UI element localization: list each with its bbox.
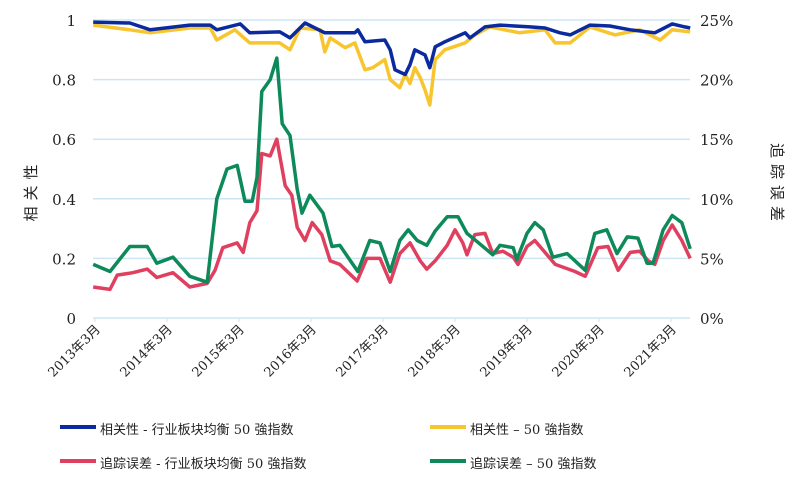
series-line-1 (93, 20, 691, 77)
left-tick-label: 1 (66, 12, 76, 30)
left-tick-label: 0 (66, 310, 76, 328)
right-tick-label: 20% (700, 72, 733, 90)
series-line-2 (92, 23, 691, 107)
right-tick-label: 0% (700, 310, 724, 328)
series-line-3 (92, 137, 692, 292)
right-tick-label: 25% (700, 12, 733, 30)
x-tick-label: 2015年3月 (190, 322, 248, 380)
left-y-axis: 0 0.2 0.4 0.6 0.8 1 (52, 12, 76, 328)
left-tick-label: 0.2 (52, 250, 76, 268)
left-tick-label: 0.8 (52, 72, 76, 90)
right-tick-label: 10% (700, 191, 733, 209)
left-tick-label: 0.4 (52, 191, 76, 209)
x-tick-label: 2017年3月 (334, 322, 392, 380)
x-tick-label: 2021年3月 (622, 322, 680, 380)
x-tick-label: 2013年3月 (46, 322, 104, 380)
x-tick-label: 2019年3月 (478, 322, 536, 380)
x-axis: 2013年3月 2014年3月 2015年3月 2016年3月 2017年3月 2018年… (46, 318, 680, 380)
x-tick-label: 2016年3月 (262, 322, 320, 380)
left-axis-label: 相关性 (22, 158, 40, 221)
x-tick-label: 2018年3月 (406, 322, 464, 380)
x-tick-label: 2014年3月 (118, 322, 176, 380)
x-tick-label: 2020年3月 (550, 322, 608, 380)
left-tick-label: 0.6 (52, 131, 76, 149)
legend-label: 相关性 – 50 強指数 (470, 423, 583, 438)
legend-label: 追踪误差 - 行业板块均衡 50 強指数 (100, 456, 306, 472)
right-axis-label: 追踪误差 (768, 143, 786, 227)
right-tick-label: 15% (700, 131, 733, 149)
right-tick-label: 5% (700, 250, 724, 268)
legend-label: 相关性 - 行业板块均衡 50 強指数 (100, 423, 293, 438)
right-y-axis: 0% 5% 10% 15% 20% 25% (700, 12, 733, 328)
legend-label: 追踪误差 – 50 強指数 (470, 456, 596, 472)
series-line-4 (92, 56, 692, 284)
series-lines (92, 20, 692, 292)
